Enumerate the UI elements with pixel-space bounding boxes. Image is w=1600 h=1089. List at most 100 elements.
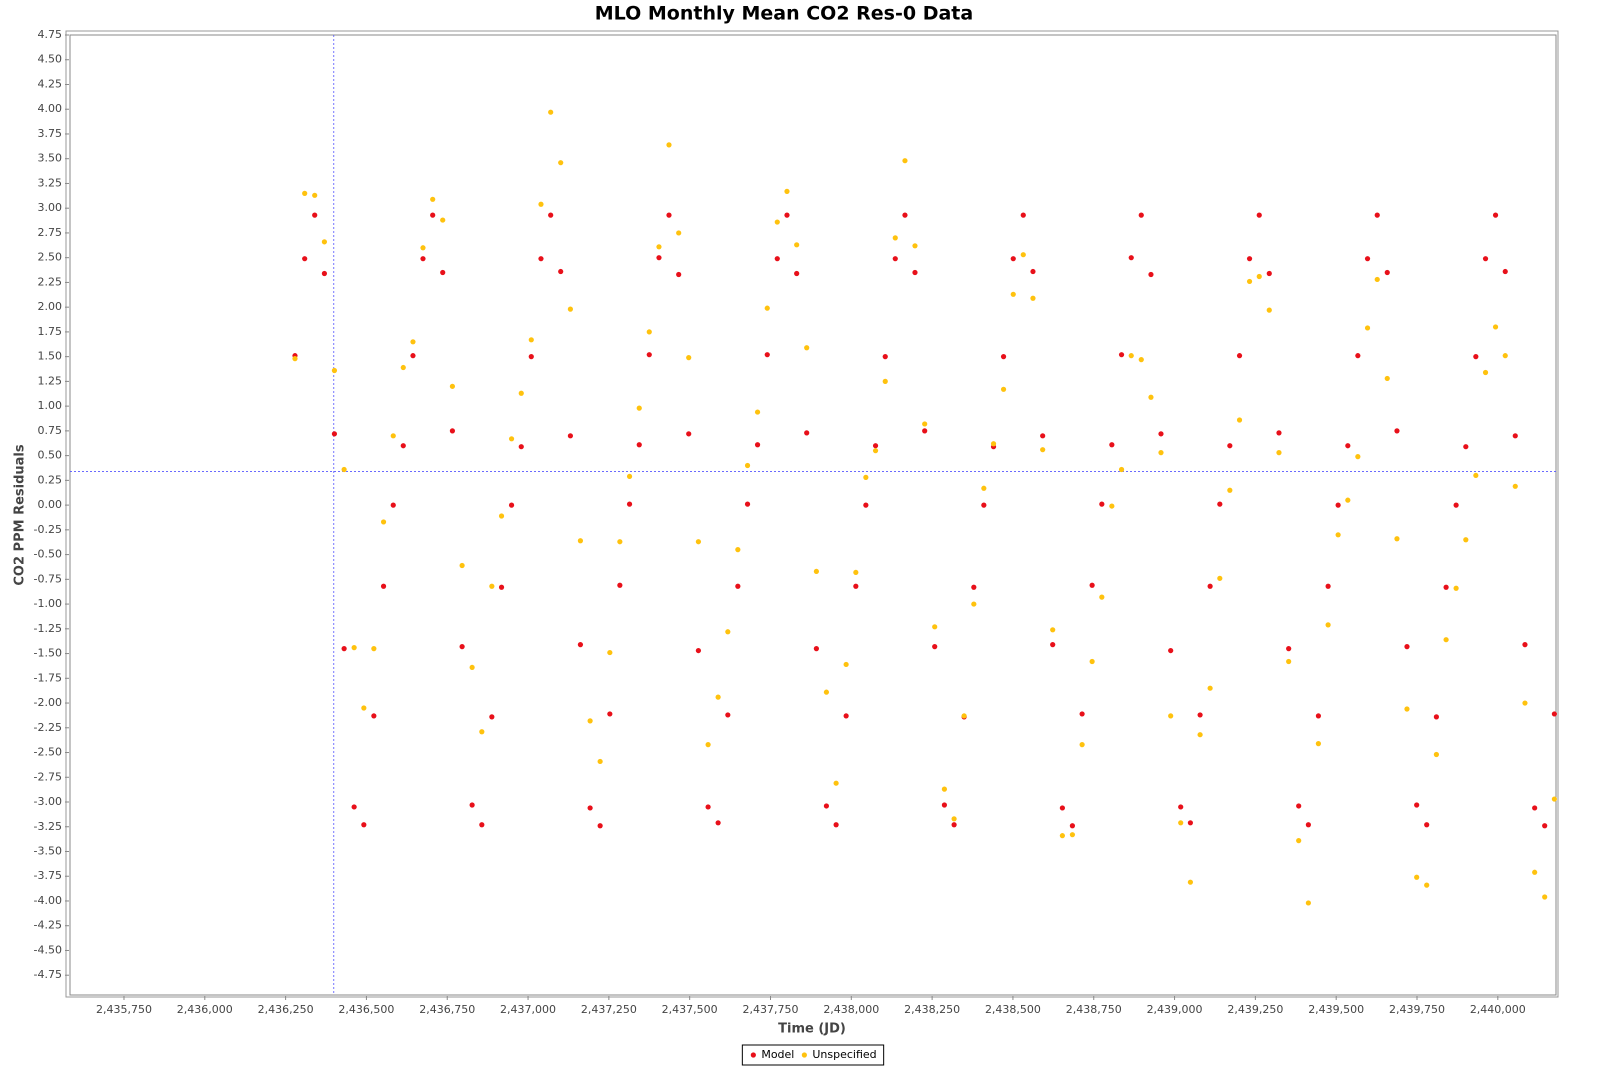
data-point xyxy=(380,583,387,589)
y-tick-label: -4.75 xyxy=(34,968,62,981)
data-point xyxy=(1364,256,1371,262)
y-tick-label: -0.25 xyxy=(34,523,62,536)
data-point xyxy=(1512,483,1518,489)
data-point xyxy=(636,442,642,448)
data-point xyxy=(971,601,977,607)
data-point xyxy=(872,443,879,449)
y-tick-label: 4.75 xyxy=(38,28,63,41)
data-point xyxy=(518,444,524,450)
data-point xyxy=(1394,428,1400,434)
data-point xyxy=(1069,832,1076,838)
data-point xyxy=(1020,252,1026,258)
data-point xyxy=(331,431,338,437)
data-point xyxy=(774,219,780,225)
y-tick-label: 1.00 xyxy=(38,399,63,412)
data-point xyxy=(1178,820,1184,826)
data-point xyxy=(1000,354,1007,360)
data-point xyxy=(479,729,485,735)
data-point xyxy=(1187,879,1193,885)
data-point xyxy=(498,584,505,590)
data-point xyxy=(469,802,475,808)
plot-area xyxy=(69,34,1557,996)
data-point xyxy=(302,256,308,262)
data-point xyxy=(312,212,318,218)
y-tick-label: -1.25 xyxy=(34,622,62,635)
data-point xyxy=(1473,354,1479,360)
data-point xyxy=(1187,820,1193,826)
data-point xyxy=(538,201,544,207)
data-point xyxy=(361,705,367,711)
legend: Model Unspecified xyxy=(741,1044,885,1066)
data-point xyxy=(1394,536,1400,542)
data-point xyxy=(1424,882,1430,888)
data-point xyxy=(941,802,948,808)
y-tick-label: 4.25 xyxy=(38,77,63,90)
data-point xyxy=(1492,212,1499,218)
data-point xyxy=(813,568,819,575)
data-point xyxy=(1109,442,1115,448)
data-point xyxy=(813,646,819,652)
data-point xyxy=(1079,711,1085,717)
data-point xyxy=(961,713,967,719)
data-point xyxy=(1384,375,1390,382)
data-point xyxy=(410,353,416,359)
data-point xyxy=(1010,256,1016,262)
data-point xyxy=(833,780,839,786)
data-point xyxy=(567,306,573,312)
data-point xyxy=(646,329,652,335)
y-tick-label: -2.75 xyxy=(34,770,62,783)
data-point xyxy=(833,822,839,828)
data-point xyxy=(1305,822,1311,828)
data-point xyxy=(1197,732,1203,738)
data-point xyxy=(932,624,938,630)
data-point xyxy=(1522,642,1528,648)
data-point xyxy=(863,502,869,508)
data-point xyxy=(1109,503,1115,509)
data-point xyxy=(764,305,770,311)
data-point xyxy=(1197,712,1203,718)
data-point xyxy=(853,583,859,589)
data-point xyxy=(1315,741,1322,747)
data-point xyxy=(843,713,849,719)
data-point xyxy=(1236,353,1243,359)
x-tick-label: 2,439,250 xyxy=(1227,1003,1283,1016)
data-point xyxy=(1168,713,1174,719)
data-point xyxy=(804,345,810,351)
y-tick-label: 2.50 xyxy=(38,251,63,264)
data-point xyxy=(292,356,298,362)
data-point xyxy=(725,629,731,635)
data-point xyxy=(892,256,898,262)
data-point xyxy=(508,502,515,508)
data-point xyxy=(715,820,721,826)
legend-box xyxy=(741,1044,885,1066)
x-tick-label: 2,435,750 xyxy=(96,1003,152,1016)
data-point xyxy=(1463,444,1469,450)
data-point xyxy=(1424,822,1430,828)
data-point xyxy=(1207,685,1213,691)
data-point xyxy=(331,367,338,374)
data-point xyxy=(686,355,692,361)
data-point xyxy=(1148,394,1154,400)
x-tick-label: 2,439,500 xyxy=(1308,1003,1364,1016)
data-point xyxy=(902,212,908,218)
legend-label: Model xyxy=(761,1048,794,1061)
data-point xyxy=(705,804,711,810)
y-axis-label: CO2 PPM Residuals xyxy=(13,444,28,585)
data-point xyxy=(1335,532,1341,538)
y-tick-label: -4.25 xyxy=(34,919,62,932)
y-tick-label: 1.50 xyxy=(38,350,63,363)
data-point xyxy=(1502,268,1508,275)
data-point xyxy=(430,212,436,218)
data-point xyxy=(774,256,780,262)
data-point xyxy=(754,442,761,448)
data-point xyxy=(1355,454,1361,460)
data-point xyxy=(922,421,928,427)
y-tick-label: 0.75 xyxy=(38,424,63,437)
data-point xyxy=(1030,295,1036,301)
data-point xyxy=(735,583,741,589)
y-tick-label: 3.00 xyxy=(38,201,63,214)
data-point xyxy=(479,822,485,828)
data-point xyxy=(1256,212,1262,218)
data-point xyxy=(1217,575,1223,581)
